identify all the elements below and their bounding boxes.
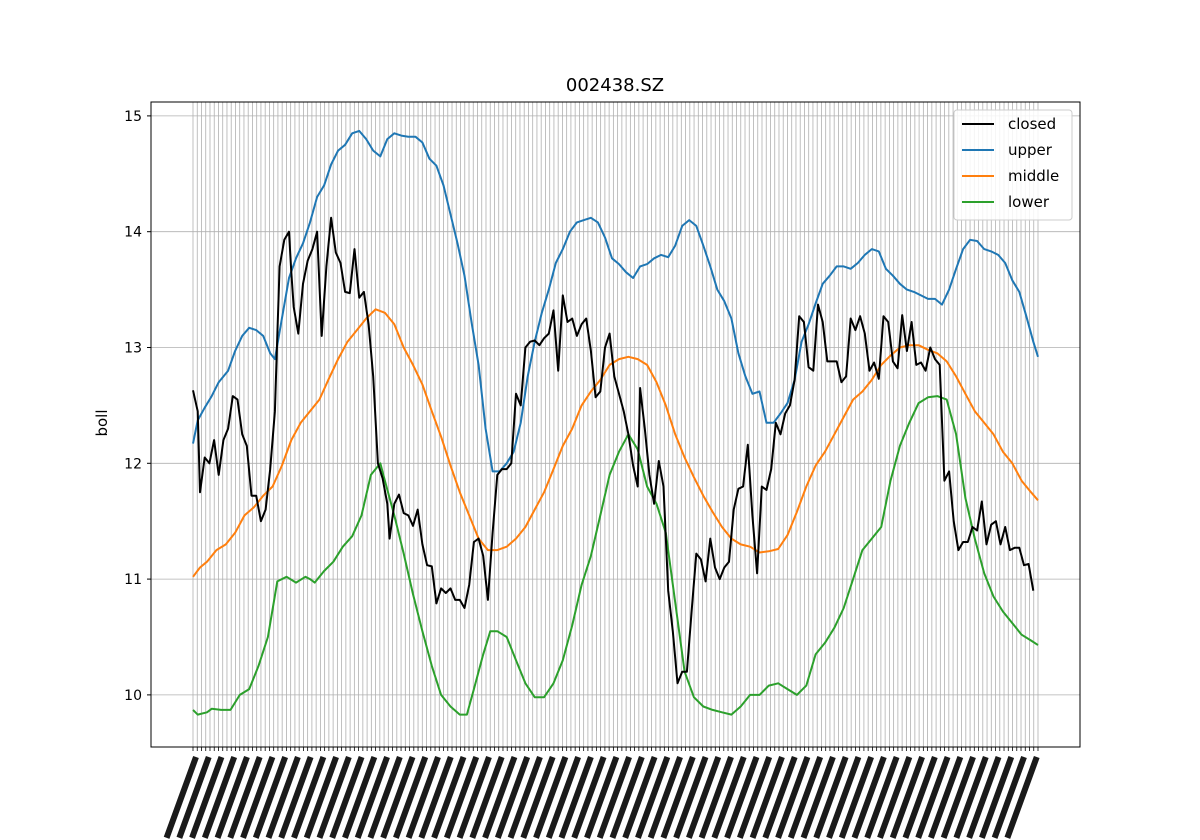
x-tick-label-mark (622, 755, 658, 839)
x-tick-label-mark (265, 755, 301, 839)
y-tick-label: 13 (124, 340, 142, 356)
legend-label-closed: closed (1008, 115, 1056, 133)
x-tick-label-mark (673, 755, 709, 839)
legend: closed upper middle lower (953, 109, 1073, 221)
x-tick-label-mark (813, 755, 849, 839)
chart-title: 002438.SZ (566, 75, 664, 96)
x-tick-label-mark (826, 755, 862, 839)
x-tick-label-mark (800, 755, 836, 839)
x-tick-label-mark (329, 755, 365, 839)
series-lower-line (192, 395, 1039, 716)
x-tick-label-mark (418, 755, 454, 839)
series-lines (192, 129, 1039, 716)
y-tick-label: 10 (124, 688, 142, 704)
y-tick-label: 15 (124, 109, 142, 125)
x-tick-label-mark (380, 755, 416, 839)
x-tick-label-mark (240, 755, 276, 839)
x-grid (192, 102, 1039, 747)
x-tick-label-mark (431, 755, 467, 839)
x-tick-label-mark (635, 755, 671, 839)
x-tick-label-mark (979, 755, 1015, 839)
x-tick-label-mark (482, 755, 518, 839)
x-tick-label-mark (545, 755, 581, 839)
x-tick-label-mark (991, 755, 1027, 839)
legend-label-middle: middle (1008, 167, 1059, 185)
x-tick-label-mark (915, 755, 951, 839)
x-tick-label-mark (494, 755, 531, 839)
x-tick-label-mark (571, 755, 607, 839)
x-ticks (163, 747, 1040, 839)
x-tick-label-mark (838, 755, 874, 839)
x-tick-label-mark (469, 755, 505, 839)
x-tick-label-mark (698, 755, 734, 839)
x-tick-label-mark (647, 755, 683, 839)
x-tick-label-mark (953, 755, 989, 839)
x-tick-label-mark (533, 755, 569, 839)
x-tick-label-mark (928, 755, 964, 839)
x-tick-label-mark (444, 755, 480, 839)
y-axis-label: boll (93, 409, 111, 436)
y-tick-label: 12 (124, 456, 142, 472)
x-tick-label-mark (316, 755, 352, 839)
x-tick-label-mark (889, 755, 925, 839)
series-middle-line (192, 308, 1039, 578)
x-tick-label-mark (787, 755, 824, 839)
x-tick-label-mark (966, 755, 1002, 839)
x-tick-label-mark (201, 755, 238, 839)
x-tick-label-mark (749, 755, 785, 839)
x-tick-label-mark (405, 755, 441, 839)
x-tick-label-mark (303, 755, 339, 839)
plot-frame (150, 101, 1081, 748)
x-tick-label-mark (1004, 755, 1040, 839)
x-tick-label-mark (520, 755, 556, 839)
x-tick-label-mark (609, 755, 645, 839)
series-closed-line (192, 216, 1035, 685)
x-tick-label-mark (278, 755, 314, 839)
x-tick-label-mark (584, 755, 620, 839)
legend-box (953, 109, 1073, 221)
x-tick-label-mark (762, 755, 798, 839)
legend-label-upper: upper (1008, 141, 1053, 159)
y-tick-label: 14 (124, 225, 142, 241)
x-tick-label-mark (558, 755, 594, 839)
x-tick-label-mark (877, 755, 913, 839)
x-tick-label-mark (902, 755, 938, 839)
x-tick-label-mark (214, 755, 250, 839)
x-tick-label-mark (393, 755, 429, 839)
series-upper-line (192, 129, 1039, 473)
x-tick-label-mark (342, 755, 378, 839)
legend-label-lower: lower (1008, 193, 1050, 211)
x-tick-label-mark (176, 755, 212, 839)
y-tick-label: 11 (124, 572, 142, 588)
x-tick-label-mark (737, 755, 773, 839)
y-grid (151, 115, 1080, 696)
x-tick-label-mark (367, 755, 403, 839)
x-tick-label-mark (456, 755, 492, 839)
y-ticks: 10 11 12 13 14 15 (124, 109, 151, 704)
x-tick-label-mark (163, 755, 199, 839)
x-tick-label-mark (252, 755, 288, 839)
x-tick-label-mark (686, 755, 722, 839)
x-tick-label-mark (596, 755, 632, 839)
x-tick-label-mark (851, 755, 887, 839)
x-tick-label-mark (711, 755, 747, 839)
x-tick-label-mark (940, 755, 976, 839)
x-tick-label-mark (507, 755, 543, 839)
x-tick-label-mark (724, 755, 760, 839)
x-tick-label-mark (864, 755, 900, 839)
x-tick-label-mark (660, 755, 696, 839)
x-tick-label-mark (291, 755, 327, 839)
x-tick-label-mark (354, 755, 390, 839)
x-tick-label-mark (227, 755, 263, 839)
x-tick-label-mark (189, 755, 225, 839)
x-tick-label-mark (775, 755, 811, 839)
